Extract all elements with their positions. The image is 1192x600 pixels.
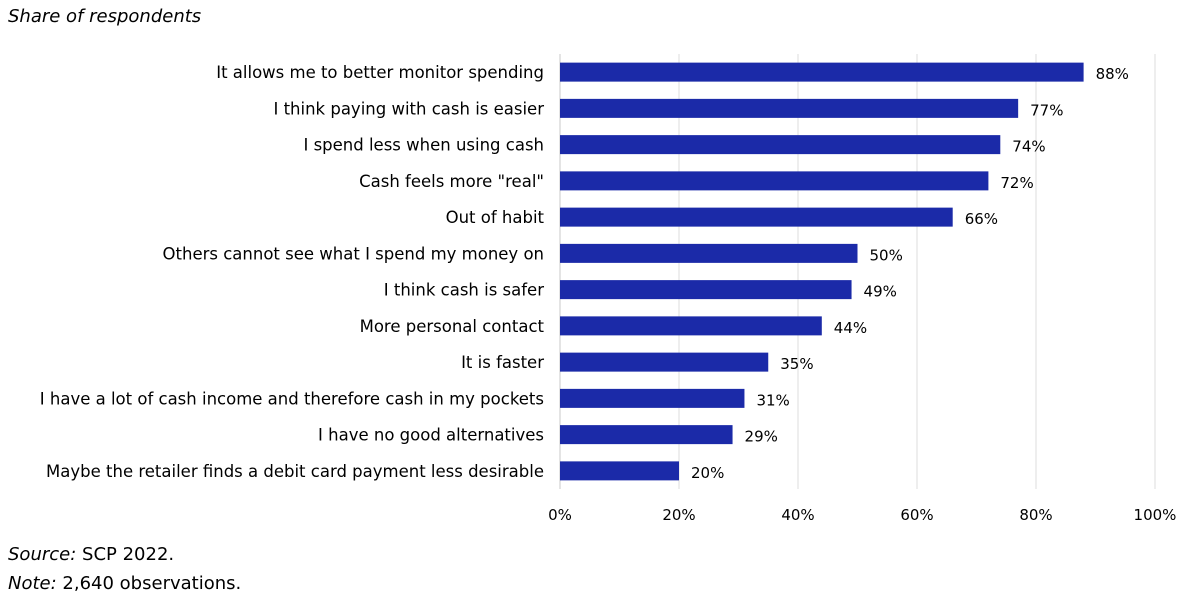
value-label: 74% (1012, 138, 1045, 156)
bar (560, 388, 745, 408)
value-label: 50% (870, 246, 903, 264)
note-line: Note: 2,640 observations. (8, 569, 241, 598)
bar (560, 207, 953, 227)
category-label: Cash feels more "real" (359, 172, 544, 191)
value-label: 66% (965, 210, 998, 228)
bar (560, 135, 1001, 155)
category-label: It allows me to better monitor spending (216, 63, 544, 82)
value-label: 31% (756, 391, 789, 409)
bar (560, 171, 989, 191)
bar (560, 461, 679, 481)
value-label: 20% (691, 464, 724, 482)
chart-subtitle: Share of respondents (8, 6, 202, 27)
value-label: 49% (864, 283, 897, 301)
note-text: 2,640 observations. (62, 573, 242, 594)
bar (560, 352, 769, 372)
category-label: I spend less when using cash (303, 136, 544, 155)
x-tick-label: 100% (1134, 506, 1177, 524)
source-line: Source: SCP 2022. (8, 540, 241, 569)
x-tick-label: 80% (1019, 506, 1052, 524)
category-label: Others cannot see what I spend my money … (163, 244, 544, 263)
x-tick-label: 60% (900, 506, 933, 524)
source-text: SCP 2022. (82, 544, 175, 565)
value-label: 29% (745, 428, 778, 446)
chart-footer: Source: SCP 2022. Note: 2,640 observatio… (8, 540, 241, 598)
x-tick-label: 40% (781, 506, 814, 524)
category-label: I think cash is safer (384, 281, 544, 300)
category-label: More personal contact (360, 317, 545, 336)
category-label: I think paying with cash is easier (273, 99, 544, 118)
value-label: 44% (834, 319, 867, 337)
x-tick-label: 0% (548, 506, 572, 524)
value-label: 72% (1000, 174, 1033, 192)
value-label: 88% (1096, 65, 1129, 83)
category-label: Maybe the retailer finds a debit card pa… (46, 462, 544, 481)
category-label: Out of habit (446, 208, 545, 227)
bar (560, 316, 822, 336)
value-label: 35% (780, 355, 813, 373)
value-label: 77% (1030, 101, 1063, 119)
bar (560, 243, 858, 263)
note-label: Note: (8, 573, 57, 594)
bar-chart: It allows me to better monitor spending 8… (40, 54, 1177, 524)
category-label: It is faster (461, 353, 544, 372)
x-tick-label: 20% (662, 506, 695, 524)
source-label: Source: (8, 544, 77, 565)
bar (560, 98, 1019, 118)
bar (560, 62, 1084, 82)
bar (560, 280, 852, 300)
bar (560, 425, 733, 445)
category-label: I have no good alternatives (318, 426, 544, 445)
category-label: I have a lot of cash income and therefor… (40, 389, 544, 408)
